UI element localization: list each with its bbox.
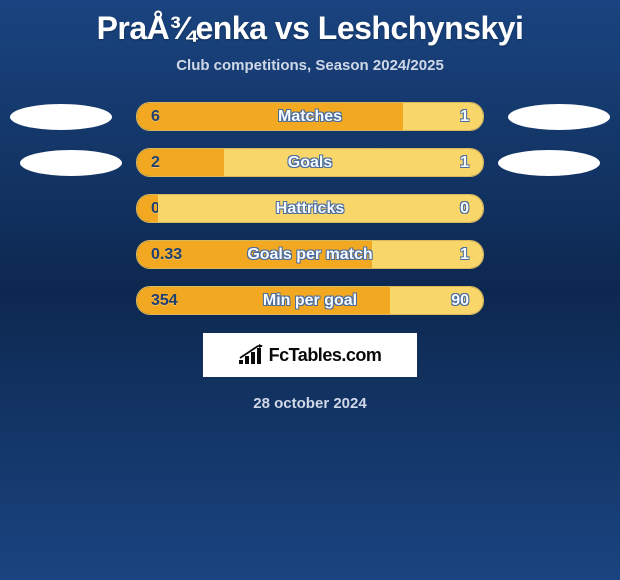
stat-bar: 0.331Goals per match bbox=[136, 240, 484, 269]
stat-value-left: 6 bbox=[137, 103, 403, 130]
stat-row: 21Goals bbox=[0, 148, 620, 177]
page-title: PraÅ¾enka vs Leshchynskyi bbox=[97, 10, 524, 47]
stat-row: 0.331Goals per match bbox=[0, 240, 620, 269]
stat-value-left: 2 bbox=[137, 149, 224, 176]
stat-bar: 00Hattricks bbox=[136, 194, 484, 223]
player-oval-left bbox=[10, 104, 112, 130]
logo-text: FcTables.com bbox=[269, 345, 382, 366]
stat-label: Goals bbox=[288, 154, 332, 172]
stat-value-left: 0 bbox=[137, 195, 158, 222]
player-oval-right bbox=[498, 150, 600, 176]
stat-label: Goals per match bbox=[247, 246, 372, 264]
stat-bar: 21Goals bbox=[136, 148, 484, 177]
stat-row: 00Hattricks bbox=[0, 194, 620, 223]
stat-row: 61 Matches bbox=[0, 102, 620, 131]
stat-value-right: 1 bbox=[372, 241, 483, 268]
chart-icon bbox=[239, 344, 265, 366]
stat-row: 35490Min per goal bbox=[0, 286, 620, 315]
stat-label: Hattricks bbox=[276, 200, 344, 218]
subtitle: Club competitions, Season 2024/2025 bbox=[176, 57, 444, 74]
player-oval-left bbox=[20, 150, 122, 176]
stat-bar: 61 Matches bbox=[136, 102, 484, 131]
date-text: 28 october 2024 bbox=[253, 395, 366, 412]
comparison-card: PraÅ¾enka vs Leshchynskyi Club competiti… bbox=[0, 0, 620, 412]
stat-label: Matches bbox=[278, 108, 342, 126]
player-oval-right bbox=[508, 104, 610, 130]
stat-value-right: 90 bbox=[390, 287, 483, 314]
stat-label: Min per goal bbox=[263, 292, 357, 310]
stats-rows: 61Matches21Goals00Hattricks0.331Goals pe… bbox=[0, 102, 620, 315]
stat-value-right: 1 bbox=[403, 103, 483, 130]
stat-bar: 35490Min per goal bbox=[136, 286, 484, 315]
logo-badge[interactable]: FcTables.com bbox=[203, 333, 417, 377]
stat-value-right: 1 bbox=[224, 149, 484, 176]
